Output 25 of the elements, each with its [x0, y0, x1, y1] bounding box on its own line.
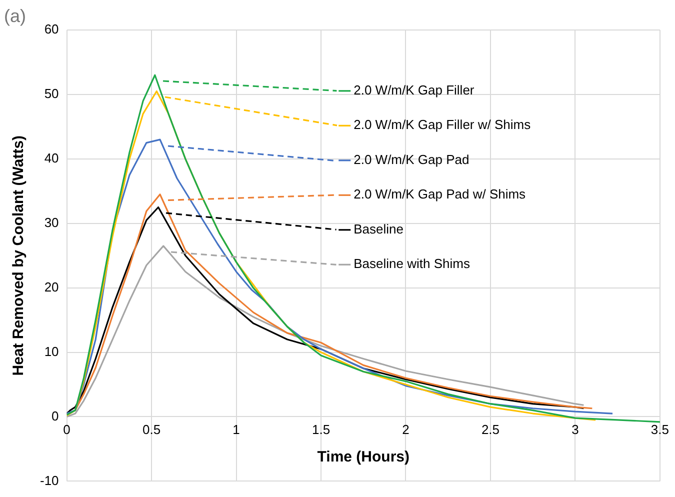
legend-label: Baseline: [354, 221, 404, 236]
x-tick-label: 1.5: [312, 422, 330, 438]
x-tick-label: 1: [232, 422, 240, 438]
legend-label: Baseline with Shims: [354, 256, 470, 272]
y-tick-label: 20: [44, 279, 59, 294]
y-tick-label: 50: [44, 86, 59, 102]
y-tick-label: 10: [44, 344, 59, 359]
x-tick-label: 2: [402, 422, 410, 438]
x-tick-label: 0.5: [142, 422, 161, 438]
y-tick-label: 30: [44, 214, 59, 230]
y-tick-label: 40: [44, 150, 59, 166]
x-axis-title: Time (Hours): [317, 448, 410, 466]
legend-label: 2.0 W/m/K Gap Filler: [354, 82, 475, 98]
x-tick-label: 2.5: [481, 422, 500, 438]
y-axis-title: Heat Removed by Coolant (Watts): [10, 135, 28, 376]
y-tick-label: 0: [52, 408, 59, 424]
legend-label: 2.0 W/m/K Gap Filler w/ Shims: [354, 117, 532, 132]
y-tick-label: -10: [40, 472, 59, 488]
legend-label: 2.0 W/m/K Gap Pad: [354, 152, 470, 167]
legend-label: 2.0 W/m/K Gap Pad w/ Shims: [354, 186, 526, 202]
x-tick-label: 3.5: [650, 422, 670, 438]
x-tick-label: 0: [63, 422, 70, 438]
x-tick-label: 3: [572, 422, 579, 438]
text: (a): [4, 6, 26, 27]
y-tick-label: 60: [44, 22, 59, 37]
